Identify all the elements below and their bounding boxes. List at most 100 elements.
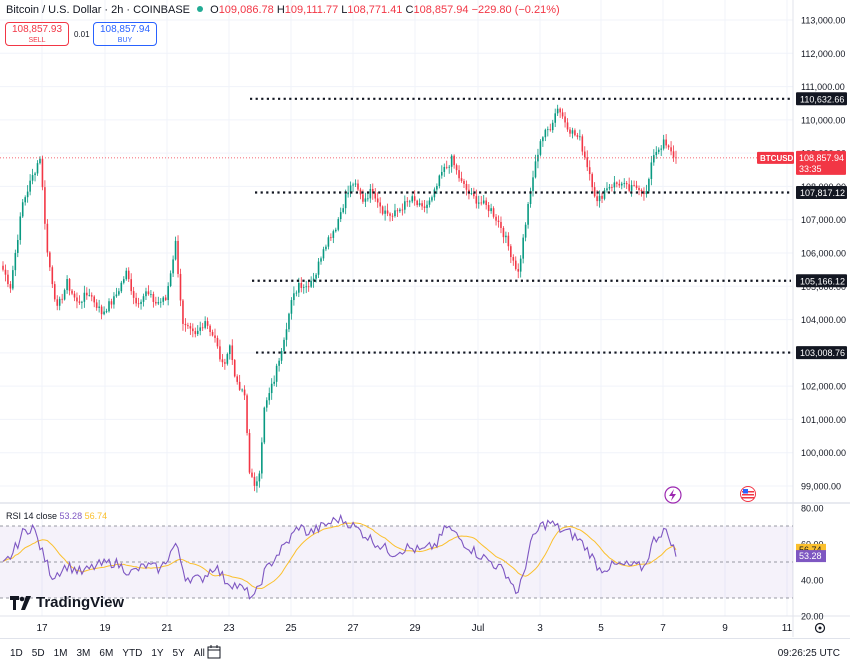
candle xyxy=(507,232,510,251)
candle xyxy=(192,323,194,338)
candle xyxy=(275,363,278,387)
buy-button[interactable]: 108,857.94 BUY xyxy=(93,22,157,46)
candle-body xyxy=(273,381,275,384)
candle xyxy=(204,316,206,330)
candle-body xyxy=(192,328,194,332)
candle xyxy=(26,185,29,203)
candle-body xyxy=(330,237,332,239)
candle-body xyxy=(574,130,576,136)
tradingview-logo[interactable]: TradingView xyxy=(10,594,124,611)
candle-body xyxy=(500,221,502,228)
candle xyxy=(408,199,411,208)
candle xyxy=(233,358,236,378)
candle-body xyxy=(335,229,337,232)
us-flag-icon[interactable] xyxy=(740,486,756,502)
lightning-icon[interactable] xyxy=(664,486,682,504)
range-button-1y[interactable]: 1Y xyxy=(151,648,164,659)
candle xyxy=(608,184,611,191)
candle-body xyxy=(253,476,256,486)
sell-button[interactable]: 108,857.93 SELL xyxy=(5,22,69,46)
candle xyxy=(253,472,256,492)
candle xyxy=(650,155,653,186)
range-button-5d[interactable]: 5D xyxy=(31,648,45,659)
rsi-ma-line xyxy=(2,522,677,590)
range-button-1d[interactable]: 1D xyxy=(10,648,23,659)
candle-body xyxy=(187,325,189,327)
candle xyxy=(527,201,529,229)
rsi-legend[interactable]: RSI 14 close 53.28 56.74 xyxy=(6,511,107,521)
candle-body xyxy=(315,274,317,279)
rsi-value-tag xyxy=(796,550,826,563)
candle xyxy=(317,257,320,279)
candle xyxy=(633,180,635,187)
candle xyxy=(480,195,483,206)
candle-body xyxy=(78,301,81,303)
level-tag xyxy=(796,346,847,360)
candle-body xyxy=(36,163,39,174)
level-tag xyxy=(796,186,847,200)
candle xyxy=(137,297,140,308)
candle xyxy=(140,299,142,310)
settings-icon[interactable] xyxy=(814,622,826,634)
candle xyxy=(214,328,216,343)
candle-body xyxy=(243,389,246,396)
change-value: −229.80 (−0.21%) xyxy=(471,4,560,16)
candle xyxy=(241,388,243,393)
candle-body xyxy=(204,321,206,328)
candle xyxy=(7,270,9,288)
candle-body xyxy=(588,167,591,175)
candle xyxy=(162,296,165,306)
candle xyxy=(529,187,532,208)
candle-body xyxy=(458,170,460,179)
brand-name: TradingView xyxy=(36,594,125,611)
candle xyxy=(206,317,209,330)
close-value: 108,857.94 xyxy=(413,4,469,16)
range-button-1m[interactable]: 1M xyxy=(53,648,68,659)
range-button-ytd[interactable]: YTD xyxy=(122,648,143,659)
candle-body xyxy=(142,296,145,302)
level-tag-label: 103,008.76 xyxy=(800,348,845,358)
candle xyxy=(332,229,335,244)
candle-body xyxy=(110,301,113,305)
candle xyxy=(44,180,46,230)
range-button-all[interactable]: All xyxy=(193,648,205,659)
candle-body xyxy=(404,201,406,210)
candle xyxy=(441,165,443,179)
candle xyxy=(258,470,261,488)
candle xyxy=(209,324,211,337)
candle xyxy=(453,154,455,169)
calendar-icon[interactable] xyxy=(207,645,221,659)
rsi-legend-ma: 56.74 xyxy=(84,511,108,521)
level-tag xyxy=(796,92,847,106)
high-value: 109,111.77 xyxy=(284,4,339,16)
candle xyxy=(559,107,561,118)
candle-body xyxy=(539,141,542,155)
range-button-5y[interactable]: 5Y xyxy=(172,648,185,659)
candle-body xyxy=(224,362,226,364)
price-tick-label: 106,000.00 xyxy=(801,249,846,259)
candle xyxy=(547,126,549,137)
utc-clock[interactable]: 09:26:25 UTC xyxy=(777,648,840,659)
candle xyxy=(270,378,273,400)
range-button-3m[interactable]: 3M xyxy=(76,648,91,659)
symbol-title[interactable]: Bitcoin / U.S. Dollar · 2h · COINBASE xyxy=(6,4,190,16)
candle-body xyxy=(24,197,26,203)
symbol-tag xyxy=(757,151,794,164)
candle-body xyxy=(322,249,325,259)
candle-body xyxy=(374,193,377,199)
candle xyxy=(98,299,100,313)
candle-body xyxy=(376,198,379,203)
time-tick-label: 9 xyxy=(722,623,728,634)
candle xyxy=(369,184,372,203)
candle-body xyxy=(174,240,177,260)
time-tick-label: Jul xyxy=(472,623,485,634)
candle-body xyxy=(391,215,394,217)
candle xyxy=(113,292,115,309)
candle-body xyxy=(426,204,428,208)
candle-body xyxy=(475,196,478,204)
range-button-6m[interactable]: 6M xyxy=(99,648,114,659)
candle-body xyxy=(657,149,660,152)
candle-body xyxy=(337,219,340,230)
candle xyxy=(12,265,14,291)
